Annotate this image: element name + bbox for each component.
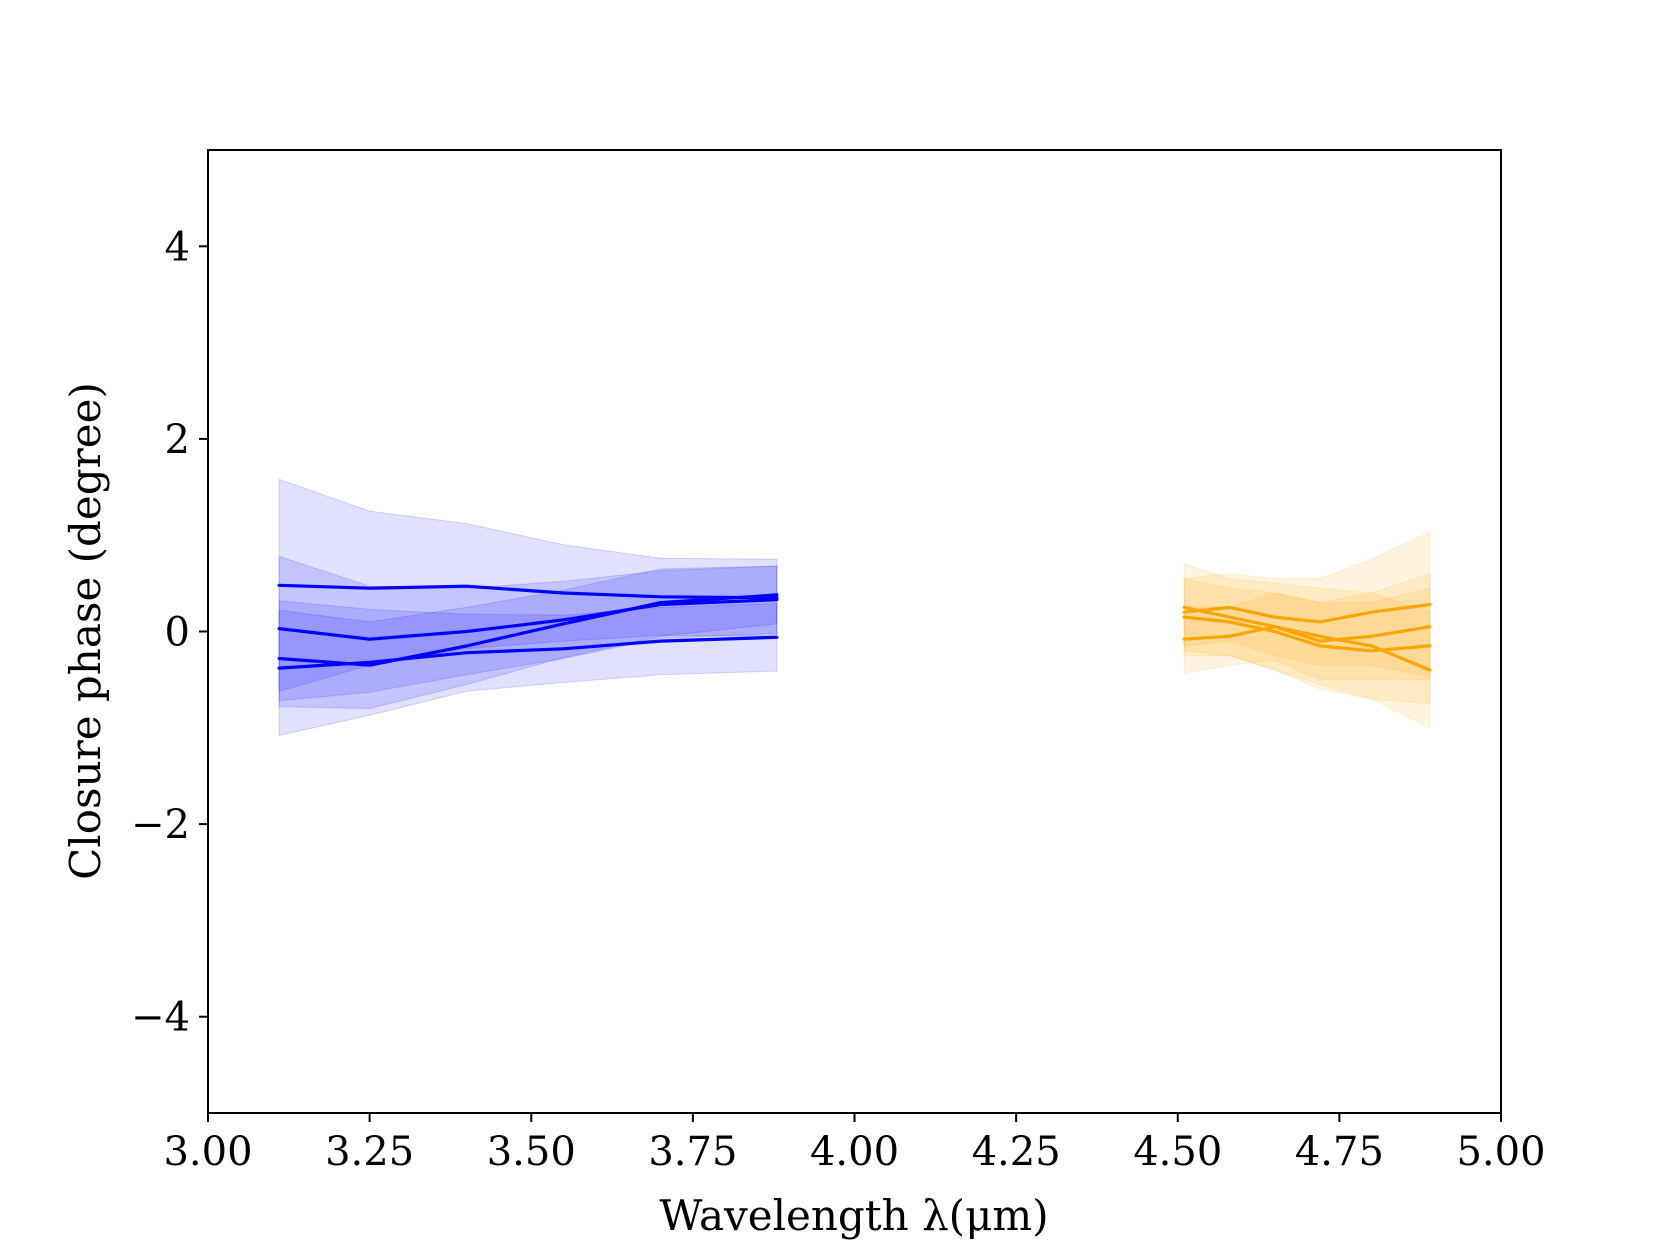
series-line-M-7 <box>1182 625 1432 643</box>
error-band-L-4 <box>278 600 778 737</box>
x-axis-title: Wavelength λ(μm) <box>659 1191 1048 1240</box>
x-tick-label: 5.00 <box>1456 1129 1545 1175</box>
series-lines <box>277 583 1432 672</box>
error-band-M-5 <box>1183 563 1431 729</box>
y-axis-title: Closure phase (degree) <box>61 382 110 880</box>
x-tick-label: 3.00 <box>163 1129 252 1175</box>
error-bands <box>278 478 1431 737</box>
y-tick-label: −4 <box>131 995 190 1041</box>
x-tick-label: 4.50 <box>1133 1129 1222 1175</box>
x-tick-label: 4.75 <box>1295 1129 1384 1175</box>
y-tick-label: 4 <box>165 224 190 270</box>
y-tick-label: −2 <box>131 802 190 848</box>
error-band-M-7 <box>1183 573 1431 681</box>
error-band-L-3 <box>278 565 778 710</box>
error-band-L-2 <box>278 555 778 702</box>
series-line-M-6 <box>1182 602 1432 624</box>
error-band-M-6 <box>1183 531 1431 678</box>
y-axis-ticks: −4 −2 0 2 4 <box>131 224 208 1041</box>
y-tick-label: 2 <box>165 417 190 463</box>
x-tick-label: 3.25 <box>325 1129 414 1175</box>
series-line-L-1 <box>277 583 779 600</box>
series-line-L-2 <box>277 598 779 641</box>
x-tick-label: 3.75 <box>648 1129 737 1175</box>
x-tick-label: 4.25 <box>972 1129 1061 1175</box>
y-tick-label: 0 <box>165 610 190 656</box>
series-line-L-4 <box>277 635 779 670</box>
x-axis-ticks: 3.00 3.25 3.50 3.75 4.00 4.25 4.50 4.75 5.00 <box>163 1113 1546 1175</box>
x-tick-label: 3.50 <box>487 1129 576 1175</box>
x-tick-label: 4.00 <box>810 1129 899 1175</box>
series-line-M-8 <box>1182 615 1432 653</box>
